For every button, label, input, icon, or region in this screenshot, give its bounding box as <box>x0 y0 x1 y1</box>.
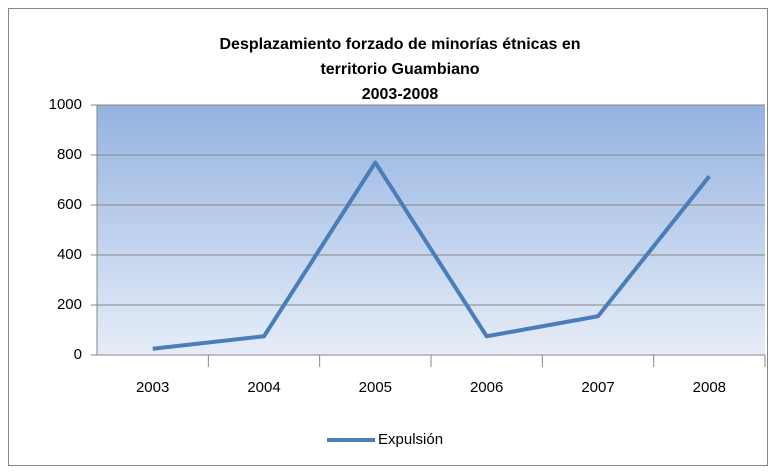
x-tick-label: 2003 <box>136 379 169 396</box>
y-tick-label: 200 <box>57 296 82 313</box>
chart-title: Desplazamiento forzado de minorías étnic… <box>220 36 581 53</box>
y-tick-label: 600 <box>57 196 82 213</box>
legend-label: Expulsión <box>378 431 443 448</box>
y-tick-label: 1000 <box>49 96 82 113</box>
series-line <box>152 160 711 351</box>
x-tick-label: 2004 <box>247 379 280 396</box>
y-tick-label: 400 <box>57 246 82 263</box>
plot-area <box>97 105 765 355</box>
x-tick-label: 2005 <box>359 379 392 396</box>
chart-title: territorio Guambiano <box>320 61 479 78</box>
y-tick-label: 0 <box>74 346 82 363</box>
x-tick-label: 2007 <box>581 379 614 396</box>
x-tick-label: 2006 <box>470 379 503 396</box>
y-tick-label: 800 <box>57 146 82 163</box>
x-tick-label: 2008 <box>693 379 726 396</box>
chart-title: 2003-2008 <box>362 86 439 103</box>
